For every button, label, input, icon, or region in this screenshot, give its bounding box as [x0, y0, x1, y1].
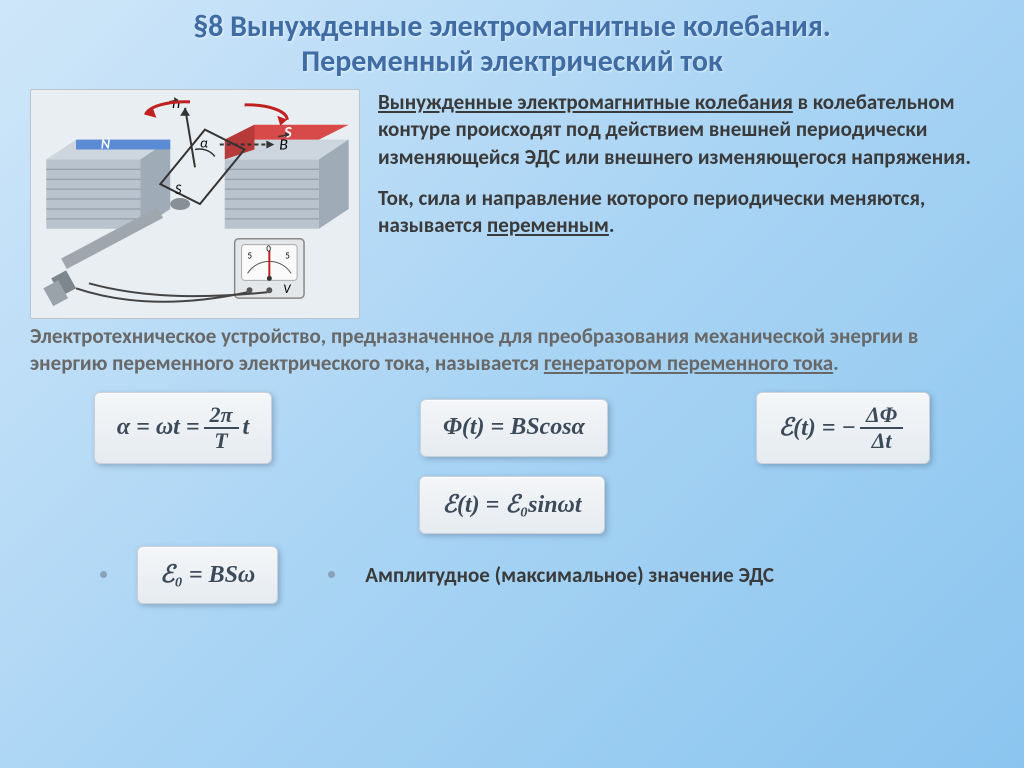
term-ac: переменным — [487, 212, 609, 238]
definition-ac: Ток, сила и направление которого периоди… — [378, 185, 994, 240]
n-pole-label: N — [101, 135, 110, 152]
alpha-label: α — [200, 134, 208, 151]
formula-emf-sin: ℰ(t) = ℰ₀sinωt — [419, 476, 604, 534]
formula-row-1: α = ωt = 2πT t Φ(t) = BScosα ℰ(t) = − ΔΦ… — [0, 386, 1024, 470]
area-s-label: S — [175, 181, 182, 198]
svg-text:5: 5 — [285, 252, 290, 262]
formula-alpha: α = ωt = 2πT t — [94, 392, 272, 464]
title-line2: Переменный электрический ток — [40, 45, 984, 80]
term-forced-osc: Вынужденные электромагнитные колебания — [378, 89, 793, 115]
formula-row-2: ℰ(t) = ℰ₀sinωt — [0, 470, 1024, 540]
generator-diagram: N S n B α S — [30, 89, 360, 319]
b-label: B — [279, 135, 288, 154]
normal-vector — [185, 108, 195, 167]
voltmeter-unit: V — [283, 282, 291, 297]
generator-definition: Электротехническое устройство, предназна… — [0, 319, 1024, 386]
formula-flux: Φ(t) = BScosα — [420, 399, 608, 457]
formula-row-3: ℰ₀ = BSω Амплитудное (максимальное) знач… — [0, 540, 1024, 610]
svg-text:0: 0 — [266, 245, 271, 255]
term-generator: генератором переменного тока — [544, 350, 833, 376]
formula-emf-derivative: ℰ(t) = − ΔΦΔt — [756, 392, 931, 464]
slide-title: §8 Вынужденные электромагнитные колебани… — [0, 0, 1024, 85]
formula-emf0: ℰ₀ = BSω — [137, 546, 278, 604]
definitions: Вынужденные электромагнитные колебания в… — [378, 89, 994, 319]
emf0-caption: Амплитудное (максимальное) значение ЭДС — [365, 562, 774, 588]
title-line1: §8 Вынужденные электромагнитные колебани… — [40, 10, 984, 45]
bullet-icon — [100, 571, 107, 578]
bullet-icon — [328, 571, 335, 578]
voltmeter: 5 0 5 V — [235, 239, 304, 298]
svg-text:5: 5 — [248, 252, 253, 262]
definition-forced-osc: Вынужденные электромагнитные колебания в… — [378, 89, 994, 171]
magnet-n-pole — [76, 140, 170, 150]
